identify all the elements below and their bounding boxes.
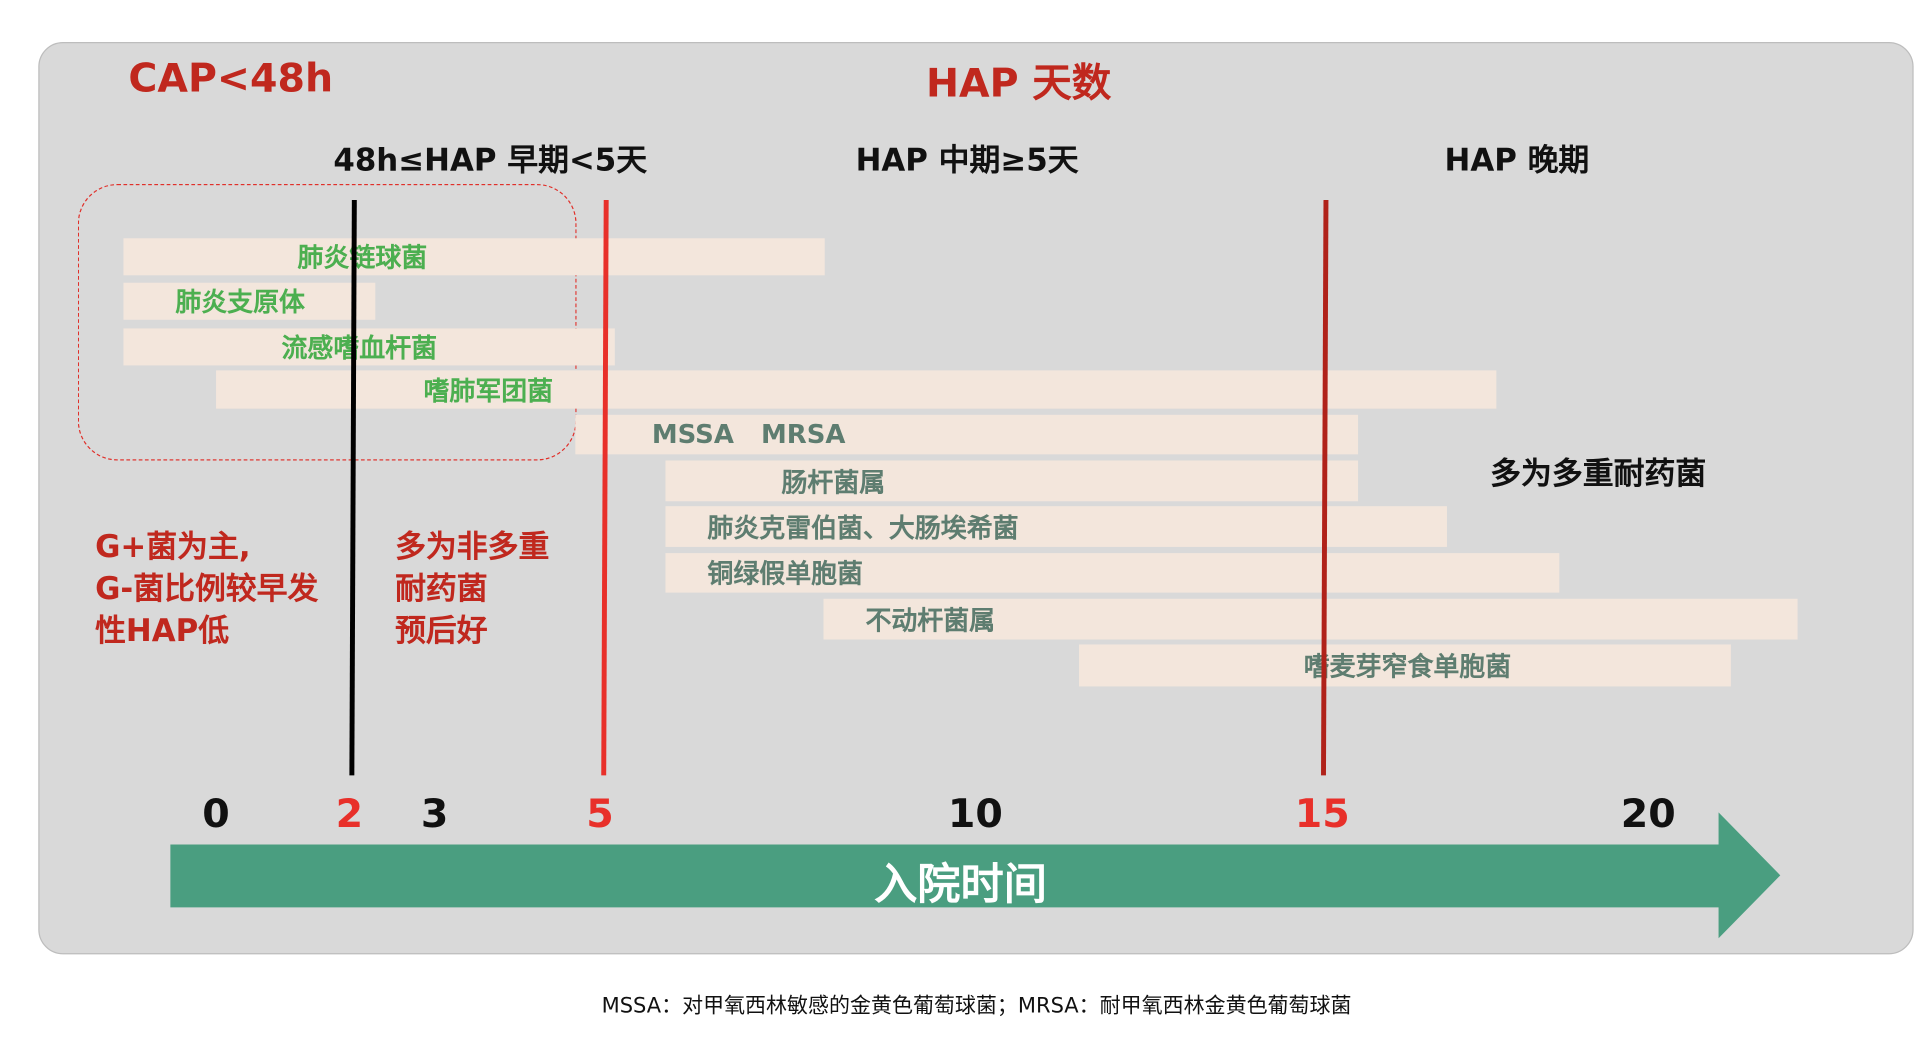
note-line: 预后好 — [395, 612, 488, 649]
pathogen-label: 肺炎链球菌 — [297, 243, 428, 273]
note-line: 多为非多重 — [395, 528, 550, 565]
cap-dashed-region — [77, 183, 577, 461]
pathogen-label: 肠杆菌属 — [781, 467, 886, 497]
phase-early: 48h≤HAP 早期<5天 — [333, 141, 648, 178]
pathogen-label: MSSA MRSA — [651, 419, 846, 450]
tick-label: 15 — [1294, 790, 1350, 838]
pathogen-label: 不动杆菌属 — [865, 605, 996, 636]
pathogen-label: 嗜麦芽窄食单胞菌 — [1303, 651, 1512, 682]
pathogen-bar: 肺炎克雷伯菌、大肠埃希菌 — [665, 506, 1447, 547]
pathogen-bar: 嗜肺军团菌 — [216, 370, 1497, 409]
footnote: MSSA：对甲氧西林敏感的金黄色葡萄球菌；MRSA：耐甲氧西林金黄色葡萄球菌 — [601, 993, 1352, 1019]
pathogen-label: 嗜肺军团菌 — [423, 375, 554, 406]
pathogen-label: 流感嗜血杆菌 — [281, 333, 438, 363]
pathogen-bar: 肺炎链球菌 — [123, 238, 825, 276]
cap-note: G+菌为主, G-菌比例较早发 性HAP低 — [95, 526, 318, 652]
pathogen-bar: 流感嗜血杆菌 — [123, 328, 615, 366]
day-5-line — [601, 199, 609, 776]
day-15-line — [1321, 199, 1329, 776]
phase-mid: HAP 中期≥5天 — [855, 141, 1079, 178]
note-line: G+菌为主, — [95, 528, 251, 565]
pathogen-bar: 肺炎支原体 — [123, 282, 376, 320]
axis-label: 入院时间 — [874, 860, 1047, 910]
tick-label: 3 — [420, 790, 449, 838]
pathogen-bar: MSSA MRSA — [575, 414, 1359, 455]
tick-label: 2 — [335, 790, 364, 838]
pathogen-bar: 不动杆菌属 — [823, 598, 1798, 640]
pathogen-label: 肺炎克雷伯菌、大肠埃希菌 — [707, 512, 1019, 543]
note-line: 性HAP低 — [95, 612, 230, 649]
pathogen-label: 肺炎支原体 — [175, 287, 305, 318]
early-note: 多为非多重 耐药菌 预后好 — [395, 526, 549, 652]
note-line: 耐药菌 — [395, 570, 488, 607]
late-note: 多为多重耐药菌 — [1490, 455, 1707, 492]
time-arrow — [170, 812, 1781, 939]
pathogen-bar: 嗜麦芽窄食单胞菌 — [1079, 644, 1731, 687]
tick-label: 10 — [947, 790, 1003, 838]
tick-label: 0 — [202, 790, 230, 838]
tick-label: 20 — [1620, 790, 1676, 838]
hap-title: HAP 天数 — [925, 59, 1112, 107]
pathogen-bar: 铜绿假单胞菌 — [665, 553, 1560, 593]
phase-late: HAP 晚期 — [1444, 141, 1590, 178]
day-2-line — [349, 199, 357, 776]
pathogen-bar: 肠杆菌属 — [665, 460, 1359, 502]
tick-label: 5 — [586, 790, 614, 838]
pathogen-label: 铜绿假单胞菌 — [707, 559, 863, 589]
note-line: G-菌比例较早发 — [95, 570, 319, 607]
cap-title: CAP<48h — [128, 54, 334, 102]
